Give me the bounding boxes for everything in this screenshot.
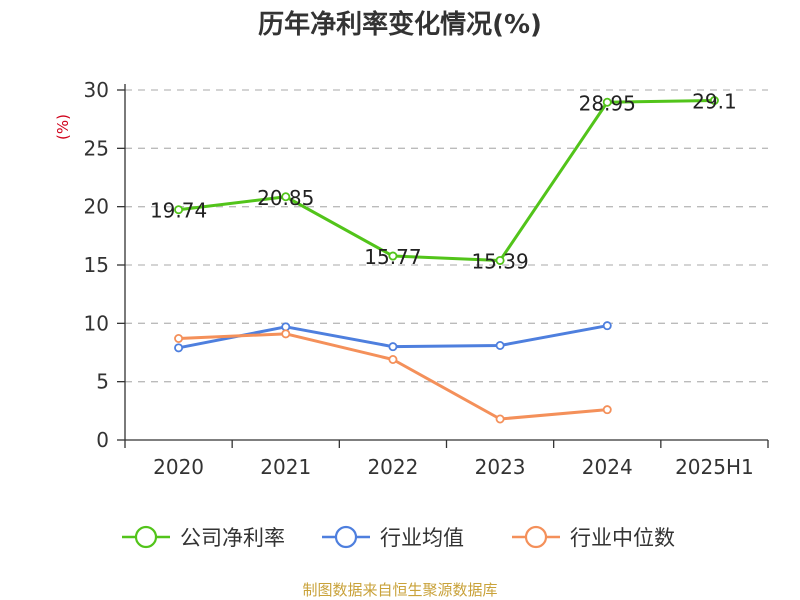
data-point <box>388 354 398 364</box>
y-tick-label: 15 <box>84 253 109 277</box>
legend-marker <box>524 525 548 549</box>
x-tick-label: 2022 <box>367 455 418 479</box>
data-label: 29.1 <box>692 90 737 114</box>
source-note: 制图数据来自恒生聚源数据库 <box>302 581 497 599</box>
data-point <box>602 405 612 415</box>
data-label: 20.85 <box>257 186 314 210</box>
axes: 0 5 10 15 20 25 30 2020 2021 2022 2023 2024 2025H1 <box>84 78 769 479</box>
x-tick-label: 2020 <box>153 455 204 479</box>
data-point <box>602 321 612 331</box>
legend[interactable]: 公司净利率 行业均值 行业中位数 <box>122 525 675 550</box>
data-point <box>281 192 291 202</box>
legend-item-2[interactable]: 行业中位数 <box>512 525 675 550</box>
data-point <box>281 329 291 339</box>
data-point <box>174 333 184 343</box>
data-point <box>495 414 505 424</box>
legend-item-1[interactable]: 行业均值 <box>322 525 464 550</box>
legend-marker <box>134 525 158 549</box>
grid <box>125 89 768 383</box>
data-point <box>495 255 505 265</box>
data-point <box>495 340 505 350</box>
legend-item-0[interactable]: 公司净利率 <box>122 525 285 550</box>
y-tick-label: 0 <box>96 428 109 452</box>
data-point <box>174 343 184 353</box>
y-tick-label: 5 <box>96 370 109 394</box>
legend-label: 公司净利率 <box>180 526 285 550</box>
y-tick-label: 25 <box>84 136 109 160</box>
y-tick-label: 30 <box>84 78 109 102</box>
y-axis-label: (%) <box>54 114 72 140</box>
data-point <box>174 205 184 215</box>
series-group <box>174 96 719 424</box>
y-tick-label: 10 <box>84 311 109 335</box>
x-tick-label: 2024 <box>582 455 633 479</box>
x-tick-label: 2023 <box>475 455 526 479</box>
data-labels: 19.74 20.85 15.77 15.39 28.95 29.1 <box>150 90 737 274</box>
data-label: 15.77 <box>364 245 421 269</box>
legend-label: 行业均值 <box>380 526 464 550</box>
data-label: 15.39 <box>471 249 528 273</box>
series-line-0 <box>178 99 715 262</box>
data-label: 28.95 <box>579 91 636 115</box>
data-point <box>388 251 398 261</box>
legend-label: 行业中位数 <box>570 526 675 550</box>
data-label: 19.74 <box>150 199 207 223</box>
data-point <box>709 96 719 106</box>
x-tick-label: 2025H1 <box>675 455 754 479</box>
data-point <box>388 342 398 352</box>
x-tick-label: 2021 <box>260 455 311 479</box>
chart-title: 历年净利率变化情况(%) <box>258 9 542 40</box>
legend-marker <box>334 525 358 549</box>
y-tick-label: 20 <box>84 195 109 219</box>
data-point <box>602 97 612 107</box>
